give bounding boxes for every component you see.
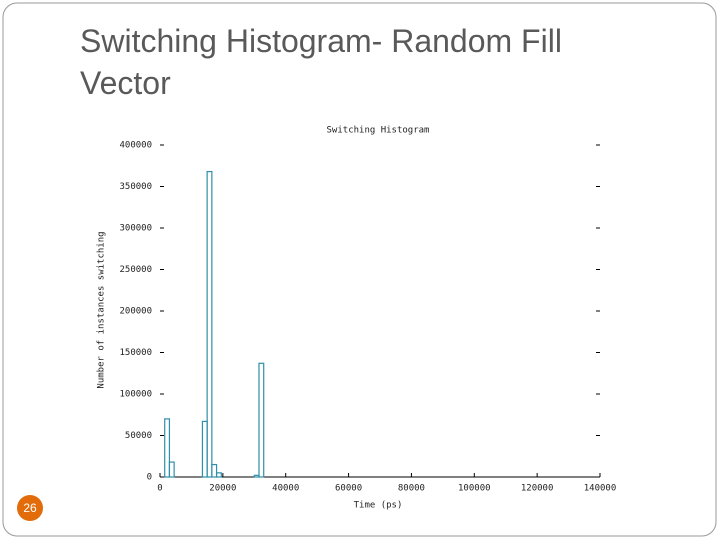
x-tick-label: 120000 [521,484,554,494]
histogram-bar [201,420,208,478]
histogram-bar [253,474,260,478]
x-tick-label: 20000 [209,484,236,494]
histogram-bar [215,472,222,478]
y-tick-label: 200000 [119,307,152,317]
x-tick-label: 40000 [272,484,299,494]
y-tick-label: 400000 [119,141,152,151]
x-tick-label: 140000 [584,484,617,494]
slide-title: Switching Histogram- Random Fill Vector [80,23,562,101]
histogram-bar [206,170,213,478]
slide-number: 26 [23,501,37,515]
y-tick-label: 50000 [125,431,152,441]
y-tick-label: 100000 [119,390,152,400]
x-tick-label: 60000 [335,484,362,494]
histogram-bar [258,362,265,478]
x-axis-label: Time (ps) [354,501,403,511]
y-tick-label: 300000 [119,224,152,234]
histogram-bar [211,463,218,478]
chart-title: Switching Histogram [327,126,430,136]
histogram-bar [164,418,171,478]
x-tick-label: 100000 [458,484,491,494]
histogram-bar [168,461,175,478]
x-tick-label: 80000 [398,484,425,494]
y-tick-label: 0 [147,473,152,483]
slide-number-badge [17,495,43,521]
x-tick-label: 0 [157,484,162,494]
y-tick-label: 150000 [119,348,152,358]
y-tick-label: 250000 [119,265,152,275]
y-axis-label: Number of instances switching [97,231,107,388]
y-tick-label: 350000 [119,182,152,192]
